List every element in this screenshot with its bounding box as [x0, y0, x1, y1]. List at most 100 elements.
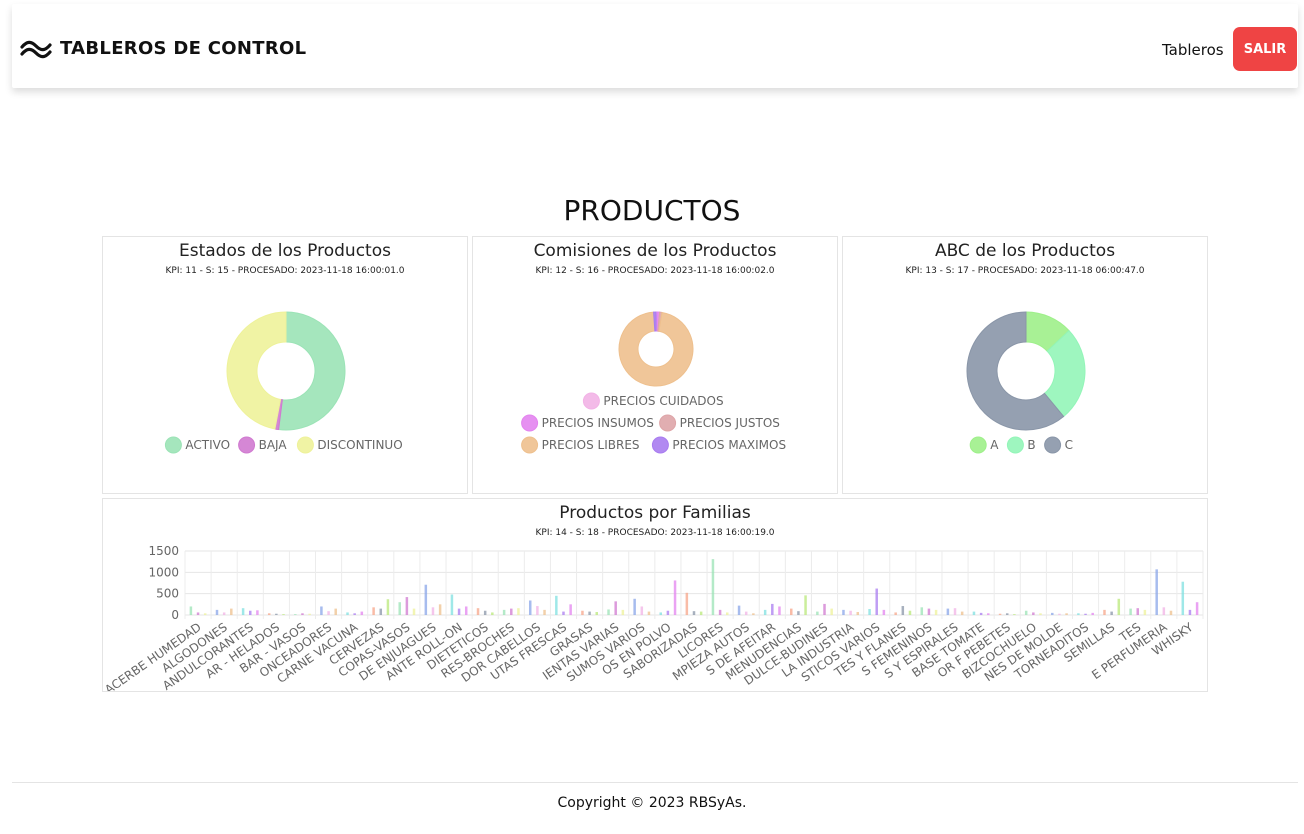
legend-item-precios-justos[interactable]: PRECIOS JUSTOS — [659, 414, 780, 432]
brand[interactable]: TABLEROS DE CONTROL — [20, 38, 306, 59]
bar-carne-vacuna[interactable] — [360, 611, 364, 615]
bar-licores[interactable] — [718, 609, 722, 615]
bar-dieteticos[interactable] — [476, 608, 480, 615]
bar-res-broches[interactable] — [517, 608, 520, 615]
bar-onceadores[interactable] — [327, 611, 330, 615]
slice-b[interactable] — [1043, 329, 1086, 418]
slice-c[interactable] — [966, 311, 1065, 431]
bar-ientas-varias[interactable] — [621, 609, 625, 615]
bar-whisky[interactable] — [1181, 581, 1185, 615]
bar-ante-roll-on[interactable] — [450, 594, 454, 615]
bar-de-enjuagues[interactable] — [424, 584, 428, 615]
bar-tes-y-flanes[interactable] — [901, 606, 905, 615]
bar-nes-de-molde[interactable] — [1065, 613, 1068, 615]
bar-mpieza-autos[interactable] — [737, 605, 741, 615]
bar-saborizadas[interactable] — [685, 592, 689, 615]
bar-cervezas[interactable] — [372, 607, 375, 615]
bar-copas-vasos[interactable] — [405, 597, 409, 615]
bar-sumos-varios[interactable] — [640, 606, 644, 615]
legend-item-activo[interactable]: ACTIVO — [164, 436, 230, 454]
bar-base-tomate[interactable] — [987, 613, 990, 615]
estados-doughnut-chart[interactable]: ACTIVO BAJA DISCONTINUO — [103, 237, 469, 495]
bar-torneaditos[interactable] — [1077, 613, 1080, 615]
bar-ar-helados[interactable] — [275, 613, 278, 615]
bar-bizcochuelo[interactable] — [1024, 610, 1028, 615]
bar-s-y-espirales[interactable] — [946, 608, 950, 615]
bar-grasas[interactable] — [581, 610, 584, 615]
bar-dor-cabellos[interactable] — [543, 609, 546, 615]
bar-andulcorantes[interactable] — [256, 610, 259, 615]
bar-s-y-espirales[interactable] — [953, 608, 957, 615]
bar-tes[interactable] — [1136, 608, 1139, 615]
bar-dulce-budines[interactable] — [830, 608, 833, 615]
comisiones-doughnut-chart[interactable]: PRECIOS CUIDADOS PRECIOS INSUMOS PRECIOS J… — [473, 237, 839, 495]
bar-ante-roll-on[interactable] — [464, 606, 468, 615]
bar-s-de-afeitar[interactable] — [763, 609, 767, 615]
bar-algodones[interactable] — [222, 612, 226, 615]
bar-ante-roll-on[interactable] — [457, 608, 461, 615]
bar-licores[interactable] — [711, 559, 715, 615]
bar-mpieza-autos[interactable] — [744, 611, 748, 615]
bar-tes-y-flanes[interactable] — [908, 610, 912, 615]
legend-item-baja[interactable]: BAJA — [238, 436, 288, 454]
nav-link-tableros[interactable]: Tableros — [1162, 41, 1224, 59]
bar-acerbe-humedad[interactable] — [196, 612, 200, 615]
bar-grasas[interactable] — [595, 612, 598, 615]
abc-doughnut-chart[interactable]: A B C — [843, 237, 1209, 495]
bar-copas-vasos[interactable] — [398, 602, 401, 615]
bar-bar-vasos[interactable] — [308, 613, 311, 615]
bar-carne-vacuna[interactable] — [346, 612, 349, 615]
bar-torneaditos[interactable] — [1084, 613, 1087, 615]
bar-ar-helados[interactable] — [267, 613, 271, 615]
bar-acerbe-humedad[interactable] — [189, 606, 193, 615]
bar-menudencias[interactable] — [790, 608, 793, 615]
legend-item-discontinuo[interactable]: DISCONTINUO — [296, 436, 403, 454]
bar-la-industria[interactable] — [856, 612, 860, 615]
slice-precios-maximos[interactable] — [653, 311, 657, 332]
bar-menudencias[interactable] — [797, 611, 800, 615]
legend-item-precios-libres[interactable]: PRECIOS LIBRES — [521, 436, 640, 454]
legend-item-c[interactable]: C — [1044, 436, 1073, 454]
bar-algodones[interactable] — [215, 609, 219, 615]
bar-la-industria[interactable] — [842, 609, 845, 615]
bar-bar-vasos[interactable] — [294, 614, 297, 615]
bar-dor-cabellos[interactable] — [528, 600, 532, 615]
bar-de-enjuagues[interactable] — [431, 607, 435, 615]
bar-de-enjuagues[interactable] — [438, 604, 442, 615]
bar-tes[interactable] — [1129, 608, 1132, 615]
bar-bar-vasos[interactable] — [301, 613, 304, 615]
bar-s-femeninos[interactable] — [934, 609, 938, 615]
bar-s-de-afeitar[interactable] — [778, 606, 781, 615]
bar-utas-frescas[interactable] — [555, 595, 558, 615]
bar-nes-de-molde[interactable] — [1051, 612, 1054, 615]
bar-utas-frescas[interactable] — [562, 611, 565, 615]
bar-sticos-varios[interactable] — [868, 609, 871, 615]
bar-semillas[interactable] — [1117, 598, 1121, 615]
legend-item-b[interactable]: B — [1006, 436, 1036, 454]
bar-sticos-varios[interactable] — [875, 588, 878, 615]
bar-menudencias[interactable] — [804, 595, 807, 615]
bar-dor-cabellos[interactable] — [536, 606, 539, 615]
bar-or-f-pebetes[interactable] — [1005, 613, 1009, 615]
bar-acerbe-humedad[interactable] — [203, 613, 207, 615]
bar-os-en-polvo[interactable] — [673, 580, 677, 615]
bar-base-tomate[interactable] — [972, 611, 976, 615]
bar-os-en-polvo[interactable] — [659, 612, 662, 615]
slice-activo[interactable] — [278, 311, 346, 431]
bar-s-femeninos[interactable] — [920, 607, 924, 615]
bar-onceadores[interactable] — [320, 606, 323, 615]
bar-or-f-pebetes[interactable] — [1013, 614, 1016, 615]
bar-or-f-pebetes[interactable] — [998, 613, 1002, 615]
legend-item-precios-cuidados[interactable]: PRECIOS CUIDADOS — [582, 392, 724, 410]
bar-dieteticos[interactable] — [491, 612, 494, 615]
exit-button[interactable]: SALIR — [1233, 27, 1297, 71]
bar-sticos-varios[interactable] — [882, 609, 886, 615]
bar-ar-helados[interactable] — [282, 614, 285, 615]
bar-onceadores[interactable] — [334, 608, 337, 615]
bar-bizcochuelo[interactable] — [1032, 612, 1035, 615]
bar-saborizadas[interactable] — [692, 611, 696, 615]
slice-precios-libres[interactable] — [618, 311, 694, 387]
slice-discontinuo[interactable] — [226, 311, 287, 430]
bar-e-perfumeria[interactable] — [1155, 569, 1158, 615]
